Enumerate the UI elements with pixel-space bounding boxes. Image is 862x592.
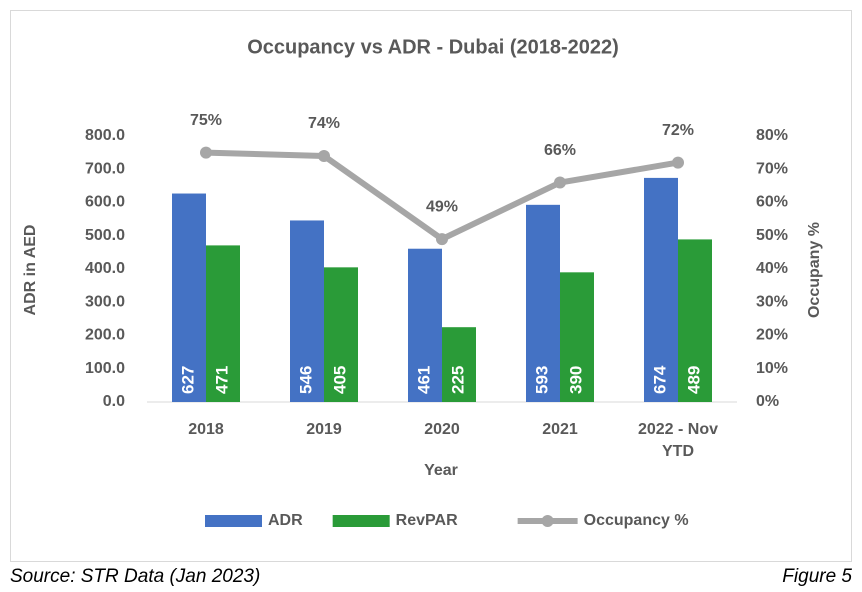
line-value-label: 74% <box>308 115 340 132</box>
y2-tick-label: 0% <box>756 393 779 410</box>
line-marker <box>436 233 448 246</box>
bar <box>290 220 324 402</box>
bar-value-label: 390 <box>566 366 585 394</box>
line-value-label: 49% <box>426 198 458 215</box>
bar-value-label: 489 <box>684 366 703 394</box>
bar-value-label: 405 <box>330 366 349 394</box>
x-tick-label: 2018 <box>188 421 224 438</box>
y-tick-label: 200.0 <box>85 327 125 344</box>
y2-tick-label: 60% <box>756 194 788 211</box>
legend-label: ADR <box>268 512 303 529</box>
y-axis-title: ADR in AED <box>22 225 39 316</box>
x-tick-label: 2020 <box>424 421 460 438</box>
y2-tick-label: 50% <box>756 227 788 244</box>
bar <box>172 193 206 402</box>
y-tick-label: 100.0 <box>85 360 125 377</box>
y2-tick-label: 80% <box>756 127 788 144</box>
y2-tick-label: 40% <box>756 260 788 277</box>
x-tick-label: 2021 <box>542 421 578 438</box>
y-tick-label: 300.0 <box>85 293 125 310</box>
y-tick-label: 0.0 <box>103 393 125 410</box>
figure-label: Figure 5 <box>782 566 852 587</box>
bar-value-label: 593 <box>532 366 551 394</box>
y2-tick-label: 10% <box>756 360 788 377</box>
bar-value-label: 674 <box>650 365 669 394</box>
line-value-label: 75% <box>190 112 222 129</box>
bar <box>560 272 594 402</box>
y2-tick-label: 20% <box>756 327 788 344</box>
legend-swatch-marker <box>541 515 554 527</box>
x-tick-label: 2019 <box>306 421 342 438</box>
line-marker <box>672 156 684 169</box>
y2-axis-title: Occupany % <box>806 222 823 318</box>
legend-label: RevPAR <box>396 512 458 529</box>
x-tick-label: 2022 - Nov YTD <box>637 421 719 460</box>
y-tick-label: 400.0 <box>85 260 125 277</box>
chart-title: Occupancy vs ADR - Dubai (2018-2022) <box>247 36 619 58</box>
bar <box>324 267 358 402</box>
line-value-label: 66% <box>544 142 576 159</box>
bar <box>678 239 712 402</box>
y-tick-label: 500.0 <box>85 227 125 244</box>
source-note: Source: STR Data (Jan 2023) <box>10 566 261 587</box>
y2-tick-label: 30% <box>756 293 788 310</box>
legend-swatch <box>332 515 390 527</box>
x-axis-title: Year <box>424 462 458 479</box>
legend-swatch <box>205 515 262 527</box>
bar-value-label: 471 <box>212 366 231 394</box>
bar-value-label: 225 <box>448 366 467 394</box>
bar-value-label: 461 <box>414 366 433 394</box>
y2-tick-label: 70% <box>756 160 788 177</box>
bar-value-label: 546 <box>296 366 315 394</box>
line-marker <box>318 149 330 162</box>
legend-label: Occupancy % <box>584 512 689 529</box>
line-marker <box>554 176 566 189</box>
bar <box>442 327 476 402</box>
bar <box>526 204 560 402</box>
bar <box>206 245 240 402</box>
line-marker <box>200 146 212 159</box>
y-tick-label: 700.0 <box>85 160 125 177</box>
y-tick-label: 800.0 <box>85 127 125 144</box>
bar <box>408 248 442 402</box>
bar-value-label: 627 <box>178 366 197 394</box>
y-tick-label: 600.0 <box>85 194 125 211</box>
line-value-label: 72% <box>662 122 694 139</box>
bar <box>644 177 678 402</box>
